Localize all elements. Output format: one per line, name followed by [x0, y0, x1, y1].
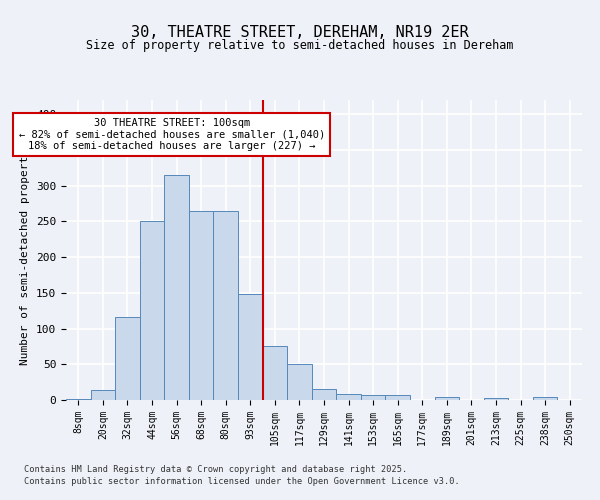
Bar [336, 394, 361, 400]
Y-axis label: Number of semi-detached properties: Number of semi-detached properties [20, 135, 31, 365]
Bar [238, 294, 263, 400]
Text: 30, THEATRE STREET, DEREHAM, NR19 2ER: 30, THEATRE STREET, DEREHAM, NR19 2ER [131, 25, 469, 40]
Text: Contains public sector information licensed under the Open Government Licence v3: Contains public sector information licen… [24, 476, 460, 486]
Bar [263, 346, 287, 400]
Text: Size of property relative to semi-detached houses in Dereham: Size of property relative to semi-detach… [86, 40, 514, 52]
Text: 30 THEATRE STREET: 100sqm
← 82% of semi-detached houses are smaller (1,040)
18% : 30 THEATRE STREET: 100sqm ← 82% of semi-… [19, 118, 325, 151]
Bar [115, 317, 140, 400]
Bar [140, 222, 164, 400]
Bar [385, 395, 410, 400]
Bar [91, 390, 115, 400]
Bar [533, 397, 557, 400]
Bar [434, 397, 459, 400]
Bar [287, 364, 312, 400]
Bar [214, 210, 238, 400]
Bar [66, 398, 91, 400]
Bar [164, 175, 189, 400]
Bar [361, 395, 385, 400]
Text: Contains HM Land Registry data © Crown copyright and database right 2025.: Contains HM Land Registry data © Crown c… [24, 466, 407, 474]
Bar [189, 210, 214, 400]
Bar [312, 388, 336, 400]
Bar [484, 398, 508, 400]
